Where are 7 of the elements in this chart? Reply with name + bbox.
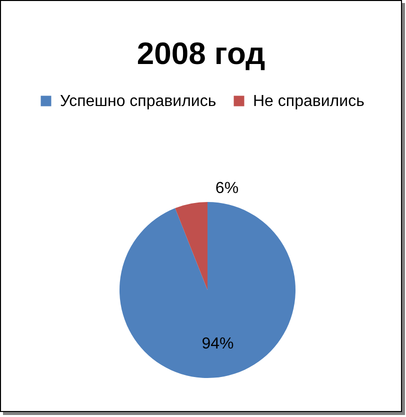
legend-label: Не справились bbox=[253, 93, 364, 110]
data-label: 6% bbox=[215, 180, 239, 197]
data-label: 94% bbox=[202, 336, 234, 353]
pie-slice bbox=[175, 202, 208, 290]
chart-title: 2008 год bbox=[136, 36, 266, 71]
legend-label: Успешно справились bbox=[60, 93, 216, 110]
pie-slice bbox=[120, 202, 296, 378]
